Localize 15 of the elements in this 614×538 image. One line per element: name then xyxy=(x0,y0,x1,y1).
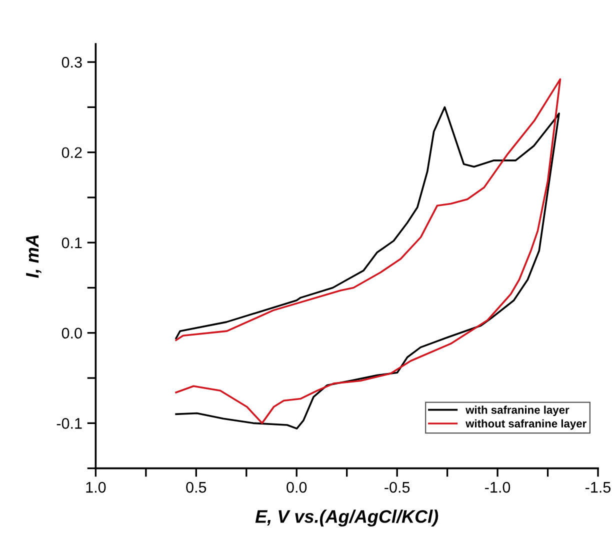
x-tick-label: -1.5 xyxy=(586,482,611,493)
y-axis-title: I, mA xyxy=(26,235,42,278)
x-axis-title: E, V vs.(Ag/AgCl/KCl) xyxy=(255,510,438,526)
x-tick-label: 1.0 xyxy=(86,482,106,493)
y-tick-label: 0.3 xyxy=(62,56,82,68)
x-tick-label: -0.5 xyxy=(384,482,410,493)
y-tick-label: 0.0 xyxy=(62,328,82,339)
legend-label: with safranine layer xyxy=(466,406,570,416)
y-tick-label: 0.2 xyxy=(62,147,82,158)
y-tick-label: -0.1 xyxy=(56,418,82,429)
legend-label: without safranine layer xyxy=(466,419,586,430)
x-tick-label: -1.0 xyxy=(485,482,510,493)
x-tick-label: 0.5 xyxy=(186,482,206,493)
x-tick-label: 0.0 xyxy=(286,482,307,493)
y-tick-label: 0.1 xyxy=(62,237,82,248)
